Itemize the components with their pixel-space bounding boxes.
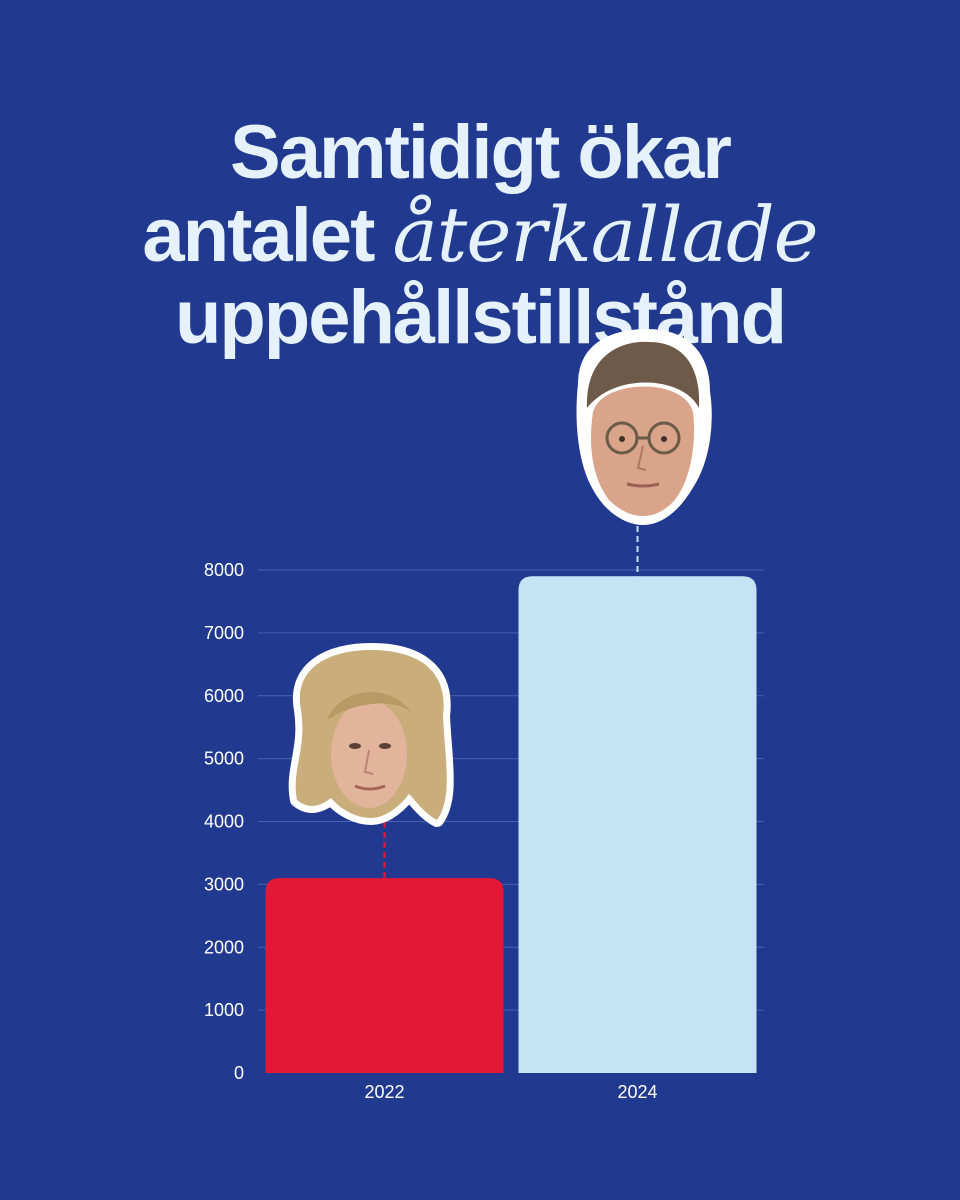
bar-2024 xyxy=(518,576,757,1073)
y-axis-ticks: 0 1000 2000 3000 4000 5000 6000 7000 8000 xyxy=(204,560,244,1083)
portrait-2024-avatar xyxy=(576,329,712,525)
title-line-1: Samtidigt ökar xyxy=(230,110,732,195)
y-tick-label-5000: 5000 xyxy=(204,749,244,769)
title-line-2-emphasis: återkallade xyxy=(392,190,819,279)
x-tick-label-2022: 2022 xyxy=(364,1082,404,1102)
title-line-2: antalet återkallade xyxy=(0,194,960,277)
connectors xyxy=(383,516,639,879)
page-title: Samtidigt ökar antalet återkallade uppeh… xyxy=(0,112,960,359)
y-tick-label-0: 0 xyxy=(234,1063,244,1083)
title-line-2-plain: antalet xyxy=(142,193,393,278)
y-tick-label-1000: 1000 xyxy=(204,1000,244,1020)
y-tick-label-2000: 2000 xyxy=(204,937,244,957)
y-tick-label-3000: 3000 xyxy=(204,874,244,894)
y-tick-label-8000: 8000 xyxy=(204,560,244,580)
bar-2022 xyxy=(265,878,504,1073)
portrait-2022-avatar xyxy=(288,643,454,827)
y-tick-label-6000: 6000 xyxy=(204,686,244,706)
x-tick-label-2024: 2024 xyxy=(617,1082,657,1102)
x-axis-labels: 2022 2024 xyxy=(364,1082,657,1102)
y-tick-label-4000: 4000 xyxy=(204,812,244,832)
bars xyxy=(265,576,757,1073)
y-tick-label-7000: 7000 xyxy=(204,623,244,643)
